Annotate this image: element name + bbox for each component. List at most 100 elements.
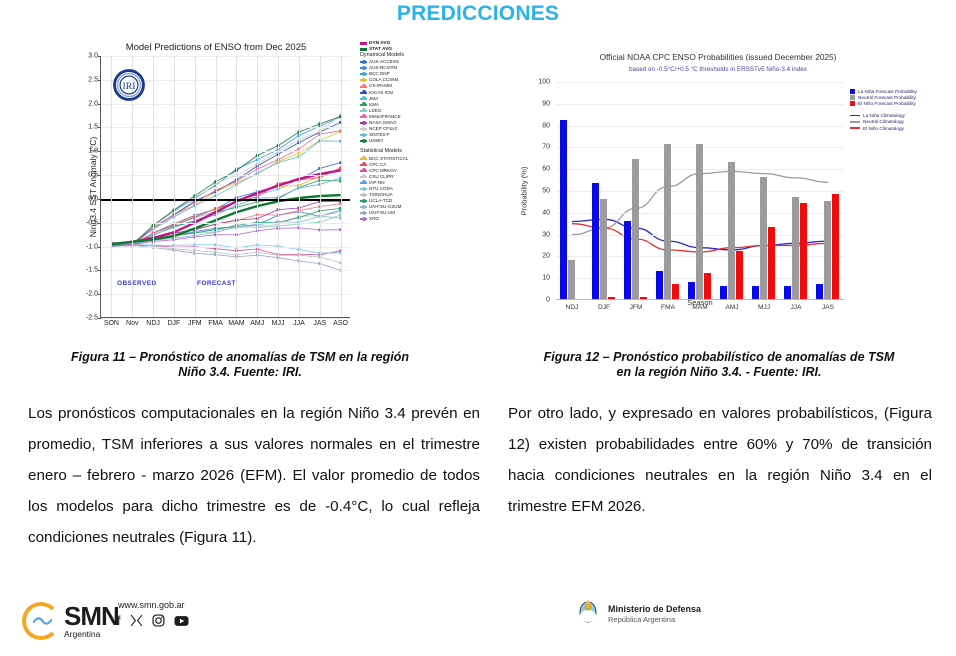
iri-x-tick: JJA — [293, 320, 305, 327]
iri-y-tickmark — [98, 79, 101, 81]
iri-y-tick: 2.0 — [88, 100, 98, 108]
cpc-legend-label: La Niña Climatology — [863, 112, 905, 118]
figure-iri-plume: Model Predictions of ENSO from Dec 2025 … — [30, 38, 450, 338]
legend-swatch-icon — [360, 102, 367, 107]
x-twitter-icon[interactable] — [130, 614, 143, 627]
iri-gridline-v — [278, 56, 280, 317]
iri-legend-item: UCLA-TCD — [360, 198, 450, 204]
cpc-bar — [704, 272, 711, 299]
iri-observed-label: OBSERVED — [117, 280, 157, 287]
iri-model-line — [111, 116, 341, 246]
legend-swatch-icon — [360, 210, 367, 215]
iri-legend-label: IAP-NN — [369, 179, 385, 185]
iri-x-tick: AMJ — [250, 320, 265, 327]
iri-y-tick: 1.0 — [88, 147, 98, 155]
iri-gridline — [101, 246, 350, 248]
iri-x-tick: ASO — [333, 320, 348, 327]
legend-swatch-icon — [360, 48, 367, 52]
legend-swatch-icon — [360, 96, 367, 101]
ministry-logo: Ministerio de Defensa República Argentin… — [575, 598, 701, 630]
iri-gridline — [101, 318, 350, 319]
iri-model-line — [111, 209, 341, 247]
iri-legend-label: NTU CODA — [369, 185, 393, 191]
cpc-bar — [568, 259, 575, 299]
iri-legend-item: NASA GMAO — [360, 120, 450, 126]
legend-swatch-icon — [360, 59, 367, 64]
cpc-legend-item: Neutral Climatology — [850, 119, 940, 125]
argentina-shield-icon — [579, 600, 597, 623]
iri-legend-item: BCC DNP — [360, 71, 450, 77]
iri-legend-label: NCEP CFSv2 — [369, 126, 397, 132]
iri-y-tick: -2.5 — [85, 314, 98, 322]
smn-url[interactable]: www.smn.gob.ar — [118, 600, 185, 610]
cpc-y-tick: 30 — [542, 231, 550, 239]
iri-legend-label: COLA CCSM4 — [369, 77, 399, 83]
iri-legend-label: AUS-RCIATM — [369, 65, 398, 71]
cpc-legend-item: La Niña Climatology — [850, 112, 940, 118]
iri-gridline-v — [173, 56, 175, 317]
iri-legend-label: BCC DNP — [369, 71, 390, 77]
cpc-chart-title: Official NOAA CPC ENSO Probabilities (is… — [599, 52, 837, 62]
cpc-y-tick: 70 — [542, 143, 550, 151]
iri-zero-line — [101, 198, 350, 201]
iri-gridline-v — [340, 56, 342, 317]
iri-model-line — [111, 208, 341, 247]
cpc-bar-group — [688, 144, 711, 299]
iri-legend-label: KMA — [369, 101, 379, 107]
cpc-bar — [816, 283, 823, 299]
iri-y-tick: -2.0 — [85, 290, 98, 298]
smn-circle-icon — [22, 602, 60, 640]
iri-model-line — [111, 114, 341, 244]
cpc-x-tick: DJF — [597, 304, 611, 311]
iri-legend-item: TSINGHUA — [360, 192, 450, 198]
cpc-bar — [784, 285, 791, 299]
cpc-bar — [760, 176, 767, 299]
legend-swatch-icon — [850, 95, 855, 101]
iri-legend-item: CPC MRKOV — [360, 168, 450, 174]
iri-legend-item: IOCAS ICM — [360, 90, 450, 96]
legend-swatch-icon — [850, 101, 855, 107]
cpc-bar — [560, 120, 567, 299]
iri-gridline-v — [319, 56, 321, 317]
instagram-icon[interactable] — [152, 614, 165, 627]
cpc-x-tick: FMA — [661, 304, 675, 311]
legend-line-icon — [850, 127, 860, 129]
iri-x-tick: JFM — [187, 320, 202, 327]
iri-x-tick: MAM — [228, 320, 245, 327]
iri-y-tick: 0.0 — [88, 195, 98, 203]
youtube-icon[interactable] — [174, 615, 189, 627]
legend-swatch-icon — [360, 174, 367, 179]
legend-swatch-icon — [360, 41, 367, 45]
cpc-bar — [696, 144, 703, 299]
iri-y-tick: 2.5 — [88, 76, 98, 84]
iri-gridline — [101, 151, 350, 153]
iri-gridline — [101, 294, 350, 296]
cpc-y-tick: 40 — [542, 209, 550, 217]
legend-swatch-icon — [360, 114, 367, 119]
iri-legend-item: AUS-ACCESS — [360, 59, 450, 65]
cpc-chart: Official NOAA CPC ENSO Probabilities (is… — [498, 52, 938, 340]
legend-swatch-icon — [360, 192, 367, 197]
iri-legend-item: LDEO — [360, 108, 450, 114]
figure-12-caption: Figura 12 – Pronóstico probabilístico de… — [496, 350, 942, 380]
iri-legend-item: IAP-NN — [360, 180, 450, 186]
iri-y-tickmark — [98, 222, 101, 224]
iri-legend-label: DYN AVG — [369, 40, 391, 46]
iri-y-tickmark — [98, 246, 101, 248]
iri-legend-item: CSU CLIPR — [360, 174, 450, 180]
iri-legend-item: CS-IRI-MM — [360, 83, 450, 89]
cpc-bar — [824, 200, 831, 299]
legend-swatch-icon — [360, 77, 367, 82]
cpc-x-tick: NDJ — [565, 304, 579, 311]
cpc-legend-label: El Niño Forecast Probability — [858, 101, 916, 107]
smn-wave-icon — [33, 617, 52, 625]
iri-y-tick: -0.5 — [85, 219, 98, 227]
iri-model-line — [111, 169, 341, 246]
facebook-icon[interactable]: f — [117, 613, 121, 628]
iri-y-tickmark — [98, 103, 101, 105]
cpc-gridline — [556, 103, 844, 105]
iri-legend-label: BCC STATISTICAL — [369, 155, 409, 161]
cpc-bar-group — [752, 176, 775, 299]
figure-12-caption-line1: Figura 12 – Pronóstico probabilístico de… — [543, 350, 895, 364]
iri-model-line — [111, 168, 341, 245]
